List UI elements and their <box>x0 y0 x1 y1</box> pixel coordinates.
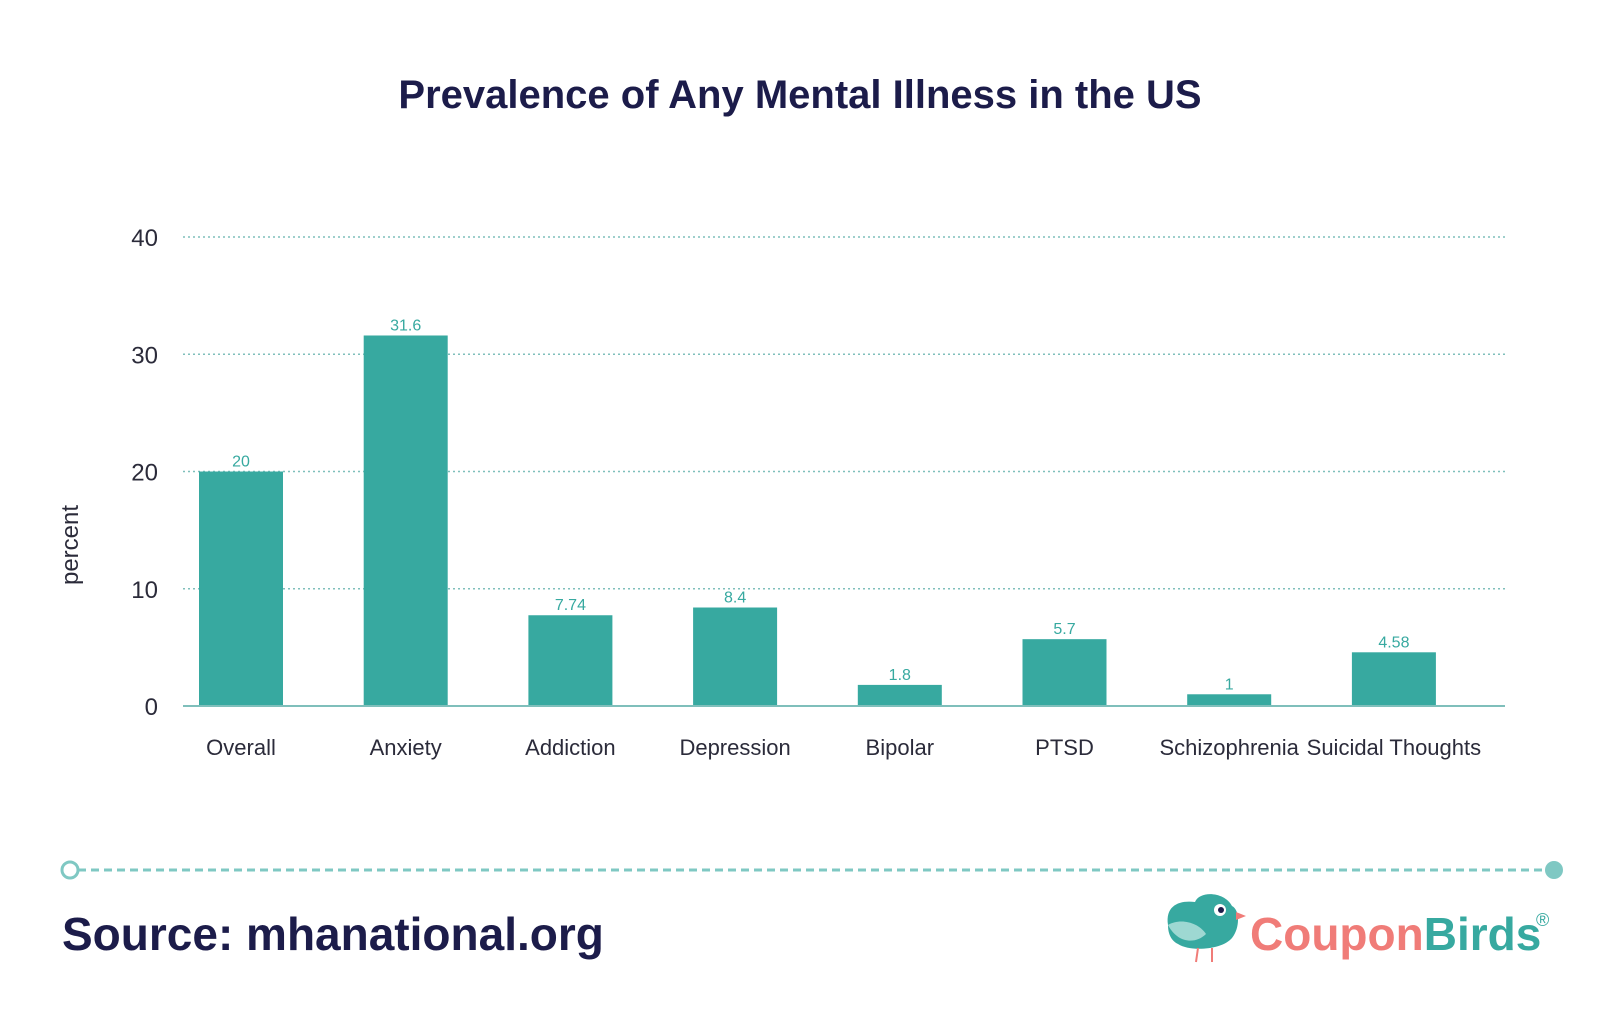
divider-end-dot <box>1545 861 1563 879</box>
x-tick-label: Addiction <box>525 735 616 760</box>
source-text: Source: mhanational.org <box>62 908 604 960</box>
y-tick-label: 40 <box>131 225 158 252</box>
brand-logo: CouponBirds ® <box>1167 894 1549 963</box>
y-axis-label: percent <box>57 505 84 585</box>
bar-anxiety <box>363 335 448 706</box>
data-label: 1.8 <box>889 667 911 684</box>
y-tick-label: 10 <box>131 577 158 604</box>
x-axis-ticks: Overall Anxiety Addiction Depression Bipolar… <box>206 735 1481 760</box>
x-tick-label: Depression <box>679 735 790 760</box>
data-label: 7.74 <box>555 597 586 614</box>
x-tick-label: Bipolar <box>866 735 934 760</box>
data-label: 8.4 <box>724 590 746 607</box>
bar-overall <box>199 471 283 706</box>
x-tick-label: Suicidal Thoughts <box>1307 735 1482 760</box>
x-tick-label: Overall <box>206 735 276 760</box>
x-tick-label: Anxiety <box>370 735 442 760</box>
bar-ptsd <box>1022 639 1107 706</box>
bar-bipolar <box>857 684 942 706</box>
bar-schizophrenia <box>1187 694 1272 706</box>
data-label: 31.6 <box>390 317 421 334</box>
bar-addiction <box>528 615 613 706</box>
data-labels: 20 31.6 7.74 8.4 1.8 5.7 1 4.58 <box>232 317 1409 693</box>
bar-suicidal-thoughts <box>1351 652 1436 706</box>
footer-divider <box>60 860 1563 880</box>
bird-icon <box>1167 894 1246 963</box>
chart-title: Prevalence of Any Mental Illness in the … <box>398 73 1201 117</box>
registered-mark: ® <box>1536 910 1549 930</box>
bar-depression <box>693 607 778 706</box>
brand-name-part1: Coupon <box>1250 908 1424 960</box>
y-tick-label: 30 <box>131 342 158 369</box>
bars <box>199 335 1436 706</box>
x-tick-label: Schizophrenia <box>1159 735 1299 760</box>
data-label: 5.7 <box>1053 621 1075 638</box>
y-tick-label: 0 <box>145 694 158 721</box>
x-tick-label: PTSD <box>1035 735 1094 760</box>
y-tick-label: 20 <box>131 460 158 487</box>
data-label: 4.58 <box>1378 634 1409 651</box>
data-label: 20 <box>232 454 250 471</box>
brand-name-part2: Birds <box>1424 908 1542 960</box>
data-label: 1 <box>1225 676 1234 693</box>
y-axis-ticks: 0 10 20 30 40 <box>131 225 158 721</box>
brand-name: CouponBirds <box>1250 908 1541 960</box>
divider-start-dot <box>60 860 80 880</box>
